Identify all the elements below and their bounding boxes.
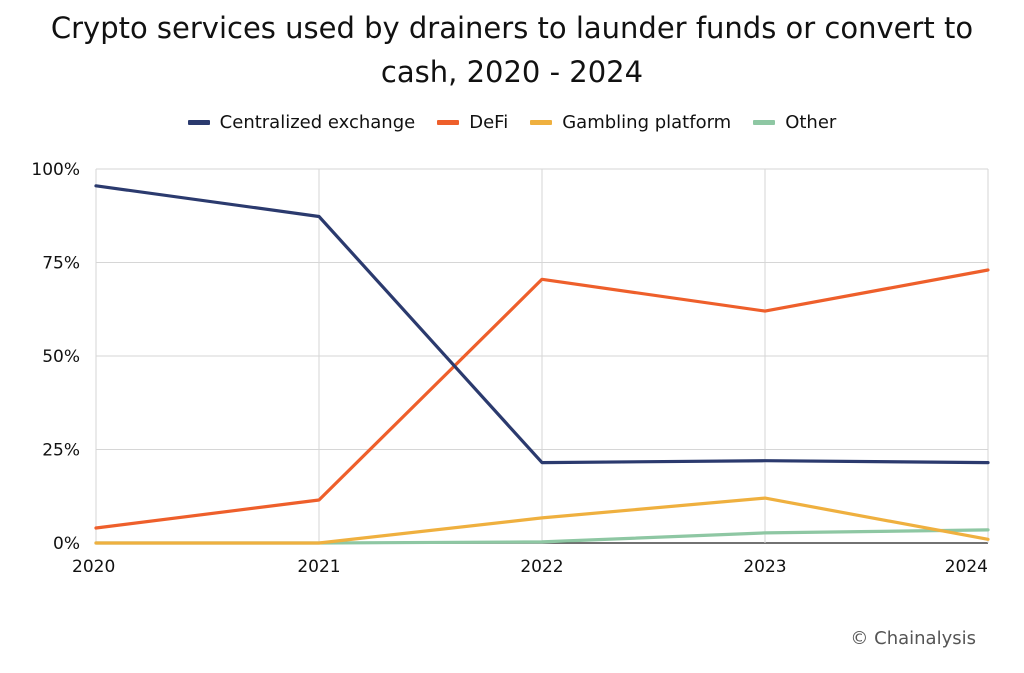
x-tick-label-2020: 2020 — [72, 557, 115, 577]
chart-legend: Centralized exchange DeFi Gambling platf… — [0, 112, 1024, 133]
legend-item-other: Other — [753, 112, 836, 133]
legend-label-other: Other — [785, 112, 837, 133]
y-tick-label-50: 50% — [42, 347, 80, 367]
legend-swatch-defi — [437, 120, 460, 125]
series-line-centralized-exchange — [94, 184, 990, 465]
legend-item-gambling-platform: Gambling platform — [530, 112, 731, 133]
x-tick-label-2021: 2021 — [297, 557, 340, 577]
legend-swatch-other — [753, 120, 776, 125]
y-tick-label-0: 0% — [53, 534, 80, 554]
legend-item-defi: DeFi — [437, 112, 508, 133]
chart-title: Crypto services used by drainers to laun… — [0, 6, 1024, 94]
chart-title-line-2: cash, 2020 - 2024 — [380, 55, 644, 89]
legend-item-centralized-exchange: Centralized exchange — [187, 112, 416, 133]
legend-label-defi: DeFi — [469, 112, 509, 133]
legend-label-centralized-exchange: Centralized exchange — [219, 112, 416, 133]
x-tick-label-2023: 2023 — [743, 557, 786, 577]
x-tick-label-2024: 2024 — [945, 557, 988, 577]
y-tick-label-75: 75% — [42, 254, 80, 274]
x-tick-label-2022: 2022 — [520, 557, 563, 577]
legend-swatch-centralized-exchange — [187, 120, 210, 125]
legend-label-gambling-platform: Gambling platform — [562, 112, 732, 133]
chart-title-line-1: Crypto services used by drainers to laun… — [50, 11, 974, 45]
y-tick-label-25: 25% — [42, 441, 80, 461]
series-line-gambling-platform — [94, 496, 990, 545]
legend-swatch-gambling-platform — [530, 120, 553, 125]
series-line-defi — [94, 268, 990, 530]
y-tick-label-100: 100% — [31, 160, 80, 180]
chainalysis-credit: © Chainalysis — [850, 628, 976, 649]
